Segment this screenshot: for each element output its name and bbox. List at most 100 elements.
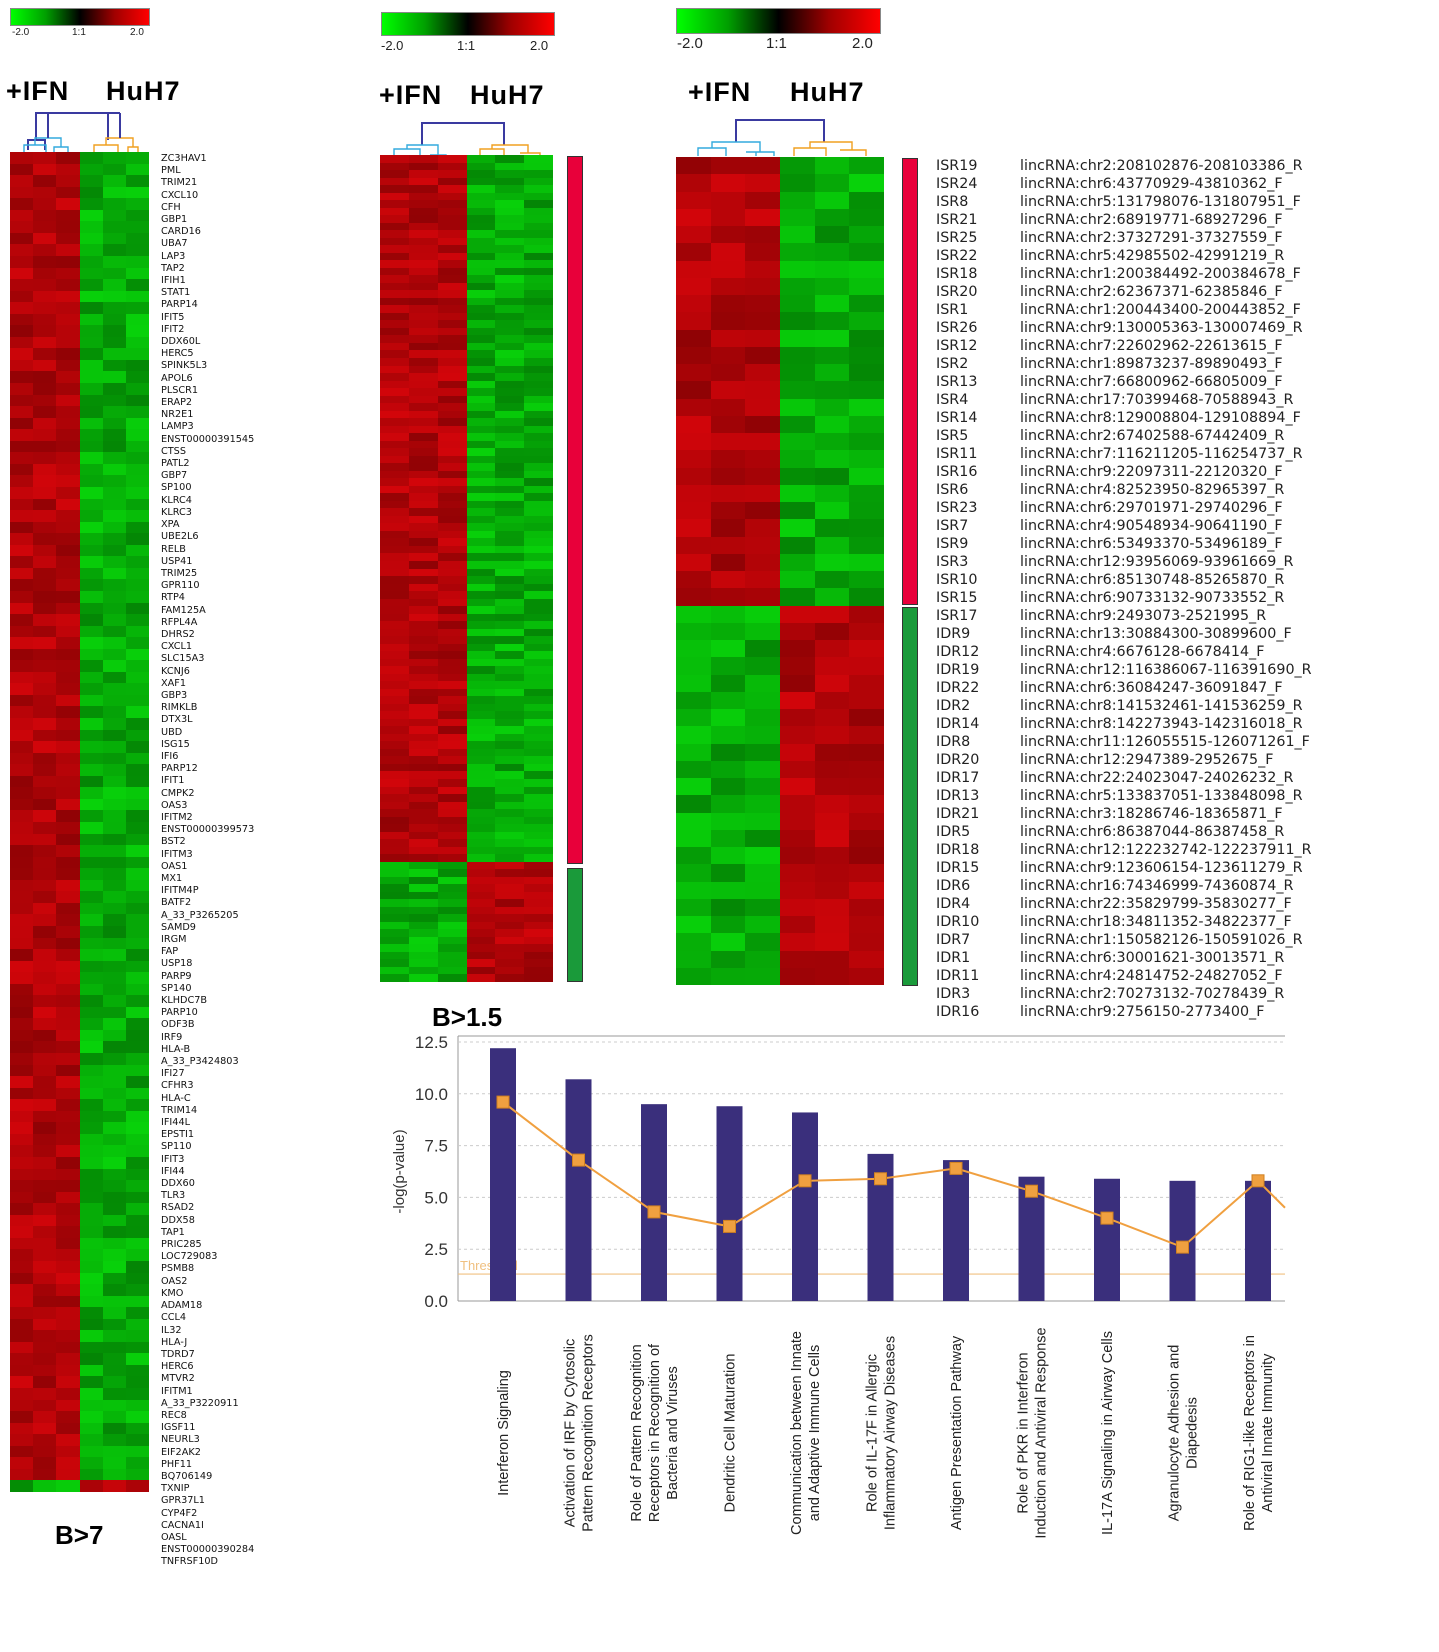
gene-label: CYP4F2: [161, 1507, 198, 1519]
color-scale-mid: [381, 12, 555, 36]
lincrna-id: IDR1: [936, 950, 971, 966]
lincrna-name: lincRNA:chr22:35829799-35830277_F: [1020, 896, 1292, 912]
lincrna-id: ISR25: [936, 230, 978, 246]
gene-label: UBD: [161, 726, 183, 738]
lincrna-id: IDR15: [936, 860, 980, 876]
lincrna-id: ISR15: [936, 590, 978, 606]
gene-label: TRIM21: [161, 177, 198, 189]
gene-label: HERC6: [161, 1361, 194, 1373]
gene-label: DDX60: [161, 1178, 195, 1190]
bar: [490, 1048, 516, 1301]
lincrna-id: IDR12: [936, 644, 980, 660]
lincrna-id: ISR19: [936, 158, 978, 174]
gene-label: HLA-C: [161, 1092, 191, 1104]
lincrna-id: ISR14: [936, 410, 978, 426]
gene-label: SLC15A3: [161, 653, 205, 665]
lincrna-id: ISR22: [936, 248, 978, 264]
gene-label: LAMP3: [161, 421, 194, 433]
gene-label: A_33_P3220911: [161, 1397, 239, 1409]
scale-left-max: 2.0: [130, 27, 144, 38]
gene-label: MTVR2: [161, 1373, 195, 1385]
lincrna-id: ISR6: [936, 482, 969, 498]
bar: [1094, 1178, 1120, 1301]
gene-label: PARP10: [161, 1007, 198, 1019]
gene-label: KCNJ6: [161, 665, 190, 677]
lincrna-id: ISR1: [936, 302, 969, 318]
scale-right-mid: 1:1: [766, 35, 787, 52]
gene-label: HERC5: [161, 348, 194, 360]
gene-label: NEURL3: [161, 1434, 200, 1446]
gene-label: DDX60L: [161, 336, 201, 348]
lincrna-id: IDR17: [936, 770, 980, 786]
scale-left-min: -2.0: [12, 27, 30, 38]
gene-label: OASL: [161, 1531, 187, 1543]
lincrna-name: lincRNA:chr1:200384492-200384678_F: [1020, 266, 1301, 282]
gene-label: SP140: [161, 982, 192, 994]
lincrna-name: lincRNA:chr4:82523950-82965397_R: [1020, 482, 1285, 498]
lincrna-name: lincRNA:chr2:70273132-70278439_R: [1020, 986, 1285, 1002]
gene-label: SPINK5L3: [161, 360, 208, 372]
color-scale-right: [676, 8, 881, 34]
lincrna-id: ISR4: [936, 392, 969, 408]
lincrna-id: ISR9: [936, 536, 969, 552]
lincrna-name: lincRNA:chr6:85130748-85265870_R: [1020, 572, 1285, 588]
gene-label: UBA7: [161, 238, 188, 250]
lincrna-name: lincRNA:chr6:36084247-36091847_F: [1020, 680, 1283, 696]
lincrna-id: ISR2: [936, 356, 969, 372]
gene-label: ADAM18: [161, 1300, 203, 1312]
lincrna-id: ISR17: [936, 608, 978, 624]
lincrna-name: lincRNA:chr9:2493073-2521995_R: [1020, 608, 1267, 624]
gene-label: DTX3L: [161, 714, 193, 726]
cluster-bar-mid-up: [567, 156, 583, 864]
gene-label: TRIM25: [161, 567, 198, 579]
gene-label: RIMKLB: [161, 702, 198, 714]
dendrogram-left: [23, 112, 139, 153]
scale-right-min: -2.0: [677, 35, 703, 52]
gene-label: TAP2: [161, 262, 185, 274]
gene-label: XAF1: [161, 677, 186, 689]
gene-label: PARP14: [161, 299, 198, 311]
lincrna-name: lincRNA:chr6:86387044-86387458_R: [1020, 824, 1285, 840]
group-label-ifn-right: +IFN: [688, 77, 752, 107]
gene-label: OAS3: [161, 799, 188, 811]
gene-label: A_33_P3424803: [161, 1056, 239, 1068]
gene-label: IFIT5: [161, 311, 185, 323]
gene-label: EIF2AK2: [161, 1446, 201, 1458]
heatmap-right: [676, 157, 884, 985]
lincrna-name: lincRNA:chr9:123606154-123611279_R: [1020, 860, 1303, 876]
lincrna-id: IDR22: [936, 680, 980, 696]
gene-label: PATL2: [161, 458, 190, 470]
y-tick-label: 10.0: [415, 1085, 448, 1104]
lincrna-name: lincRNA:chr5:133837051-133848098_R: [1020, 788, 1303, 804]
x-category-label: Role of Pattern Recognition Receptors in …: [629, 1343, 681, 1522]
gene-label: IFI44: [161, 1165, 185, 1177]
gene-label: CTSS: [161, 445, 186, 457]
gene-label: NR2E1: [161, 409, 194, 421]
lincrna-name: lincRNA:chr12:122232742-122237911_R: [1020, 842, 1312, 858]
lincrna-id: IDR10: [936, 914, 980, 930]
gene-label: TXNIP: [161, 1483, 190, 1495]
scale-mid-min: -2.0: [381, 38, 404, 53]
gene-label: UBE2L6: [161, 531, 199, 543]
lincrna-name-list: lincRNA:chr2:208102876-208103386_R lincRN…: [1020, 157, 1312, 1021]
gene-label: GPR110: [161, 580, 200, 592]
x-category-label: Role of PKR in Interferon Induction and A…: [1016, 1327, 1050, 1538]
lincrna-name: lincRNA:chr12:2947389-2952675_F: [1020, 752, 1274, 768]
gene-label: PSMB8: [161, 1263, 195, 1275]
gene-label: GBP3: [161, 689, 188, 701]
lincrna-name: lincRNA:chr2:62367371-62385846_F: [1020, 284, 1283, 300]
dendrogram-mid: [393, 122, 541, 157]
lincrna-name: lincRNA:chr2:37327291-37327559_F: [1020, 230, 1283, 246]
gene-label: CXCL1: [161, 641, 193, 653]
pvalue-point: [1100, 1211, 1114, 1225]
lincrna-name: lincRNA:chr1:200443400-200443852_F: [1020, 302, 1301, 318]
cluster-bar-mid-down: [567, 868, 583, 982]
lincrna-id: ISR24: [936, 176, 978, 192]
gene-label: IGSF11: [161, 1422, 196, 1434]
lincrna-id: IDR20: [936, 752, 980, 768]
gene-label: DDX58: [161, 1214, 195, 1226]
gene-label: RTP4: [161, 592, 185, 604]
gene-label: SP100: [161, 482, 192, 494]
lincrna-id: IDR8: [936, 734, 971, 750]
gene-label: IFI27: [161, 1068, 185, 1080]
